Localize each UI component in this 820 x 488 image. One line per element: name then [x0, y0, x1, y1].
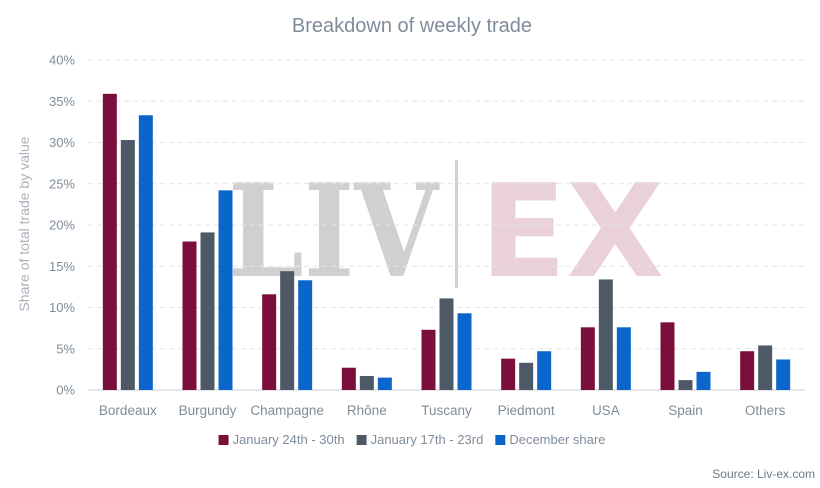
bar-spain-series-1 [660, 322, 675, 390]
bar-piedmont-series-1 [501, 358, 516, 390]
bar-spain-series-2 [678, 380, 693, 390]
bar-bordeaux-series-2 [120, 140, 135, 390]
legend-swatch [218, 435, 229, 445]
bar-usa-series-3 [616, 327, 631, 390]
bar-usa-series-1 [580, 327, 595, 390]
x-category-label: Bordeaux [99, 403, 157, 418]
y-tick-label: 40% [49, 53, 75, 68]
y-tick-label: 30% [49, 135, 75, 150]
source-note: Source: Liv-ex.com [712, 467, 815, 481]
watermark-logo: LIV EX [228, 157, 664, 307]
bar-rh-ne-series-3 [377, 377, 392, 390]
watermark-divider [455, 160, 458, 288]
x-category-label: Others [745, 403, 786, 418]
bar-champagne-series-2 [280, 271, 295, 390]
x-category-label: USA [592, 403, 620, 418]
legend-item: January 17th - 23rd [356, 432, 484, 447]
y-tick-label: 25% [49, 176, 75, 191]
x-category-label: Rhône [347, 403, 387, 418]
bar-others-series-2 [758, 345, 773, 390]
x-category-label: Burgundy [179, 403, 237, 418]
y-tick-labels: 0% 5% 10% 15% 20% 25% 30% 35% 40% [49, 53, 75, 398]
bar-burgundy-series-2 [200, 232, 215, 390]
bar-usa-series-2 [598, 279, 613, 390]
chart-title: Breakdown of weekly trade [292, 15, 532, 37]
watermark-ex: EX [480, 158, 664, 307]
bar-tuscany-series-2 [439, 298, 454, 390]
y-tick-label: 15% [49, 259, 75, 274]
legend-label: January 17th - 23rd [371, 432, 484, 447]
legend: January 24th - 30th January 17th - 23rd De… [218, 432, 605, 447]
bar-piedmont-series-3 [537, 351, 552, 390]
y-tick-label: 10% [49, 300, 75, 315]
bar-rh-ne-series-1 [341, 367, 356, 390]
legend-item: January 24th - 30th [218, 432, 345, 447]
x-category-label: Piedmont [498, 403, 555, 418]
bars [102, 93, 791, 391]
bar-rh-ne-series-2 [359, 375, 374, 390]
watermark-liv: LIV [228, 157, 440, 307]
bar-spain-series-3 [696, 371, 711, 390]
bar-bordeaux-series-1 [102, 93, 117, 390]
legend-item: December share [495, 432, 605, 447]
bar-bordeaux-series-3 [138, 115, 153, 391]
bar-champagne-series-1 [262, 294, 277, 390]
legend-swatch [356, 435, 367, 445]
bar-tuscany-series-1 [421, 329, 436, 390]
bar-burgundy-series-1 [182, 241, 197, 390]
legend-label: January 24th - 30th [233, 432, 345, 447]
bar-others-series-1 [740, 351, 755, 390]
y-tick-label: 35% [49, 94, 75, 109]
legend-label: December share [509, 432, 605, 447]
bar-burgundy-series-3 [218, 190, 233, 390]
y-axis-label: Share of total trade by value [16, 136, 32, 311]
legend-swatch [495, 435, 506, 445]
x-category-label: Spain [668, 403, 703, 418]
x-category-labels: Bordeaux Burgundy Champagne Rhône Tuscany Pie… [99, 403, 786, 418]
x-category-label: Champagne [250, 403, 324, 418]
y-tick-label: 5% [56, 341, 75, 356]
y-tick-label: 0% [56, 383, 75, 398]
bar-tuscany-series-3 [457, 313, 472, 390]
y-tick-label: 20% [49, 218, 75, 233]
bar-champagne-series-3 [298, 280, 313, 390]
bar-piedmont-series-2 [519, 362, 534, 390]
x-category-label: Tuscany [421, 403, 472, 418]
bar-others-series-3 [776, 359, 791, 390]
